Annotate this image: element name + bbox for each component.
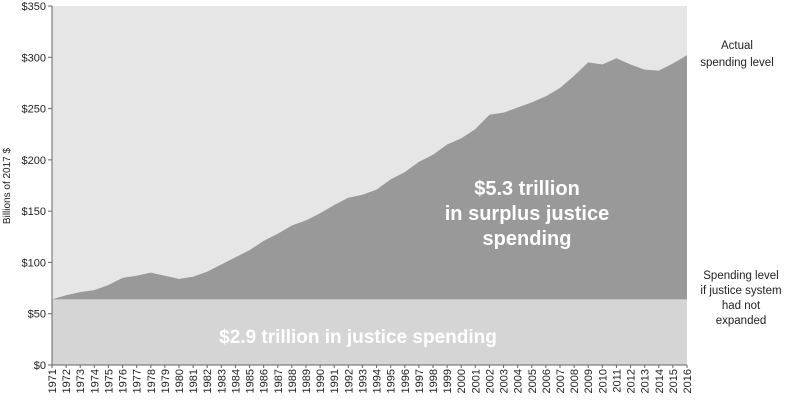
actual-level-label-line-2: spending level [700,57,774,69]
x-tick-label: 1979 [160,369,172,393]
x-tick-label: 1974 [89,369,101,393]
x-tick-label: 1993 [357,369,369,393]
x-tick-label: 1996 [400,369,412,393]
x-tick-label: 2010 [597,369,609,393]
y-axis-label: Billions of 2017 $ [2,147,13,224]
y-tick-label: $0 [34,360,46,372]
base-spending-area [52,299,687,365]
x-tick-label: 1978 [146,369,158,393]
base-annotation: $2.9 trillion in justice spending [219,327,497,348]
x-tick-label: 1987 [273,369,285,393]
y-tick-label: $300 [22,52,46,64]
x-tick-label: 1980 [174,369,186,393]
x-tick-label: 1975 [103,369,115,393]
x-tick-label: 2005 [527,369,539,393]
x-tick-label: 2011 [611,369,623,393]
x-axis-ticks: 1971 1972 1973 1974 1975 1976 1977 1978 1979 1980… [47,365,694,393]
x-tick-label: 1984 [230,369,242,393]
x-tick-label: 1999 [442,369,454,393]
x-tick-label: 2009 [583,369,595,393]
x-tick-label: 1985 [245,369,257,393]
x-tick-label: 1981 [188,369,200,393]
x-tick-label: 1982 [202,369,214,393]
x-tick-label: 1995 [386,369,398,393]
x-tick-label: 1998 [428,369,440,393]
x-tick-label: 1991 [329,369,341,393]
x-tick-label: 1972 [61,369,73,393]
y-tick-label: $200 [22,155,46,167]
surplus-annotation-line-1: $5.3 trillion [474,178,580,200]
x-tick-label: 2007 [555,369,567,393]
y-tick-label: $100 [22,257,46,269]
x-tick-label: 1990 [315,369,327,393]
x-tick-label: 2006 [541,369,553,393]
y-axis-ticks: $0 $50 $100 $150 $200 $250 $300 $350 [22,1,52,372]
x-tick-label: 1994 [372,369,384,393]
y-tick-label: $50 [28,309,46,321]
x-tick-label: 1992 [343,369,355,393]
y-tick-label: $250 [22,104,46,116]
x-tick-label: 2004 [513,369,525,393]
baseline-label-line-3: had not [722,300,761,312]
x-tick-label: 1973 [75,369,87,393]
surplus-spending-area [52,55,687,300]
x-tick-label: 2013 [640,369,652,393]
y-tick-label: $350 [22,1,46,13]
x-tick-label: 2002 [484,369,496,393]
x-tick-label: 1989 [301,369,313,393]
x-tick-label: 1971 [47,369,59,393]
x-tick-label: 1997 [414,369,426,393]
x-tick-label: 2016 [682,369,694,393]
surplus-annotation-line-2: in surplus justice [445,203,609,225]
x-tick-label: 1977 [132,369,144,393]
baseline-label-line-1: Spending level [703,270,778,282]
x-tick-label: 1986 [259,369,271,393]
x-tick-label: 2003 [499,369,511,393]
x-tick-label: 2001 [470,369,482,393]
x-tick-label: 2015 [668,369,680,393]
x-tick-label: 1983 [216,369,228,393]
actual-level-label-line-1: Actual [721,40,753,52]
x-tick-label: 1988 [287,369,299,393]
y-tick-label: $150 [22,206,46,218]
baseline-label-line-2: if justice system [700,285,781,297]
x-tick-label: 2012 [626,369,638,393]
x-tick-label: 1976 [118,369,130,393]
x-tick-label: 2000 [456,369,468,393]
baseline-label-line-4: expanded [716,315,767,327]
surplus-annotation-line-3: spending [483,228,572,250]
x-tick-label: 2008 [569,369,581,393]
x-tick-label: 2014 [654,369,666,393]
